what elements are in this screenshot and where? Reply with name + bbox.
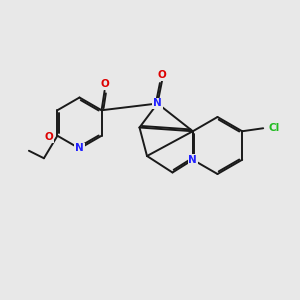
Text: N: N [188, 155, 197, 165]
Text: O: O [158, 70, 166, 80]
Text: N: N [153, 98, 162, 109]
Text: O: O [44, 132, 53, 142]
Text: O: O [100, 79, 109, 89]
Text: Cl: Cl [269, 123, 280, 133]
Text: N: N [75, 143, 84, 154]
